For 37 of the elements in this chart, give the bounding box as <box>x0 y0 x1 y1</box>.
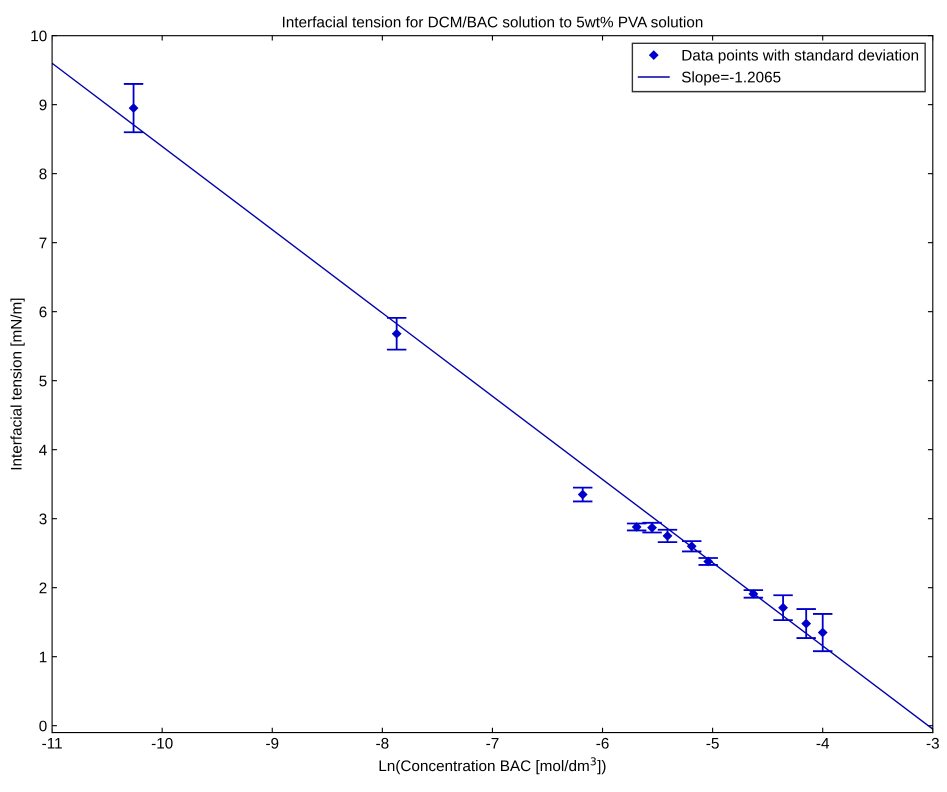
y-tick-label: 8 <box>39 168 47 180</box>
x-axis-title: Ln(Concentration BAC [mol/dm$^{3}$]) <box>380 757 606 774</box>
y-tick-label: 0 <box>39 720 47 732</box>
point <box>392 329 402 338</box>
point <box>578 490 588 500</box>
y-tick-label: 5 <box>39 376 47 386</box>
point <box>704 556 713 566</box>
point <box>128 103 138 113</box>
y-tick-label: 9 <box>39 100 46 110</box>
point <box>687 542 696 551</box>
legend-label: Slope=-1.2065 <box>682 71 780 86</box>
x-tick-label: -5 <box>706 738 719 749</box>
chart-title: Interfacial tension for DCM/BAC solution to 5wt% PVA solution <box>282 16 702 28</box>
point <box>802 618 811 628</box>
x-tick-label: -4 <box>816 738 830 749</box>
y-tick-label: 1 <box>40 652 46 662</box>
x-tick-label: -9 <box>266 738 278 749</box>
point <box>632 522 642 532</box>
y-tick-label: 2 <box>39 582 46 594</box>
y-tick-label: 10 <box>31 30 47 42</box>
x-tick-label: -3 <box>926 738 939 749</box>
x-tick-label: -11 <box>42 738 62 749</box>
y-tick-label: 3 <box>39 514 47 524</box>
y-tick-label: 7 <box>40 238 46 248</box>
point <box>818 628 828 638</box>
y-tick-label: 4 <box>39 444 47 456</box>
y-axis-title: Interfacial tension [mN/m] <box>10 298 25 470</box>
point <box>647 523 657 532</box>
y-tick-label: 6 <box>40 306 47 318</box>
x-tick-label: -8 <box>376 738 388 749</box>
legend-label: Data points with standard deviation <box>682 49 918 64</box>
x-tick-label: -7 <box>486 738 498 749</box>
point <box>778 603 788 612</box>
x-tick-label: -10 <box>152 738 173 749</box>
point <box>748 589 758 599</box>
point <box>662 531 672 541</box>
x-tick-label: -6 <box>596 738 609 749</box>
